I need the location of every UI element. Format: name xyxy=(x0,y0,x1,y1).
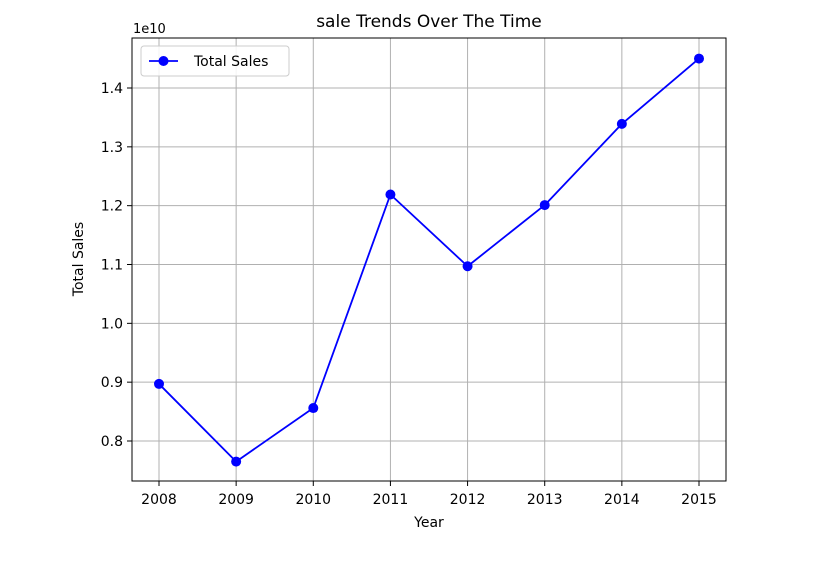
data-point xyxy=(694,53,704,64)
y-tick-label: 1.4 xyxy=(101,81,123,97)
x-tick-label: 2014 xyxy=(604,492,640,508)
chart-title: sale Trends Over The Time xyxy=(316,12,542,32)
legend-label: Total Sales xyxy=(193,54,268,70)
x-tick-label: 2009 xyxy=(218,492,254,508)
data-point xyxy=(308,403,319,414)
x-tick-label: 2008 xyxy=(141,492,177,508)
axis-ticks: 2008 2009 2010 2011 2012 2013 2014 2015 0.8 0.9 1.… xyxy=(101,81,717,508)
legend-box xyxy=(140,45,290,77)
data-point xyxy=(154,378,164,389)
y-tick-label: 1.2 xyxy=(101,199,123,215)
data-point xyxy=(385,189,396,200)
y-axis-label: Total Sales xyxy=(71,222,87,297)
x-tick-label: 2013 xyxy=(527,492,563,508)
y-offset-label: 1e10 xyxy=(133,22,166,37)
data-point xyxy=(616,118,627,129)
plot-frame xyxy=(131,37,727,482)
x-tick-label: 2011 xyxy=(373,492,409,508)
data-point xyxy=(539,200,550,211)
x-axis-label: Year xyxy=(413,515,444,531)
y-tick-label: 1.0 xyxy=(101,316,123,332)
y-tick-label: 1.1 xyxy=(101,258,123,274)
y-tick-label: 0.8 xyxy=(101,434,123,450)
x-tick-label: 2015 xyxy=(681,492,717,508)
y-tick-label: 1.3 xyxy=(101,140,123,156)
legend-marker xyxy=(158,56,169,66)
x-tick-label: 2010 xyxy=(295,492,331,508)
y-tick-label: 0.9 xyxy=(101,375,123,391)
x-tick-label: 2012 xyxy=(450,492,486,508)
data-point xyxy=(462,261,473,272)
grid-lines xyxy=(132,38,726,481)
series-line xyxy=(158,57,700,463)
series-layer xyxy=(154,53,704,467)
data-point xyxy=(231,456,242,467)
legend: Total Sales xyxy=(140,45,290,77)
